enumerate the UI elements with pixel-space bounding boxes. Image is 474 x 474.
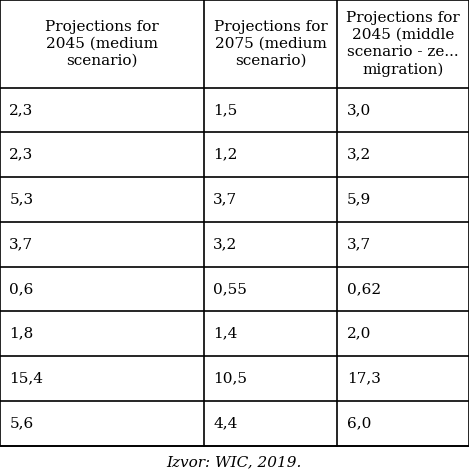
Text: 6,0: 6,0 (346, 416, 371, 430)
Text: 2,0: 2,0 (346, 327, 371, 341)
Text: 0,55: 0,55 (213, 282, 247, 296)
Text: 3,0: 3,0 (346, 103, 371, 117)
Text: 5,3: 5,3 (9, 192, 34, 207)
Text: 5,6: 5,6 (9, 416, 34, 430)
Text: Projections for
2045 (middle
scenario - ze...
migration): Projections for 2045 (middle scenario - … (346, 10, 460, 77)
Text: 3,2: 3,2 (213, 237, 237, 251)
Text: 2,3: 2,3 (9, 103, 34, 117)
Text: 1,2: 1,2 (213, 148, 237, 162)
Text: 17,3: 17,3 (346, 372, 381, 385)
Text: 3,7: 3,7 (213, 192, 237, 207)
Text: 4,4: 4,4 (213, 416, 237, 430)
Text: 3,2: 3,2 (346, 148, 371, 162)
Text: 0,62: 0,62 (346, 282, 381, 296)
Text: 0,6: 0,6 (9, 282, 34, 296)
Text: 2,3: 2,3 (9, 148, 34, 162)
Text: 5,9: 5,9 (346, 192, 371, 207)
Text: 1,8: 1,8 (9, 327, 34, 341)
Text: 1,4: 1,4 (213, 327, 237, 341)
Text: 15,4: 15,4 (9, 372, 44, 385)
Text: Projections for
2045 (medium
scenario): Projections for 2045 (medium scenario) (45, 19, 159, 68)
Text: 10,5: 10,5 (213, 372, 247, 385)
Text: Projections for
2075 (medium
scenario): Projections for 2075 (medium scenario) (214, 19, 328, 68)
Text: Izvor: WIC, 2019.: Izvor: WIC, 2019. (166, 455, 302, 469)
Text: 3,7: 3,7 (9, 237, 34, 251)
Text: 1,5: 1,5 (213, 103, 237, 117)
Text: 3,7: 3,7 (346, 237, 371, 251)
